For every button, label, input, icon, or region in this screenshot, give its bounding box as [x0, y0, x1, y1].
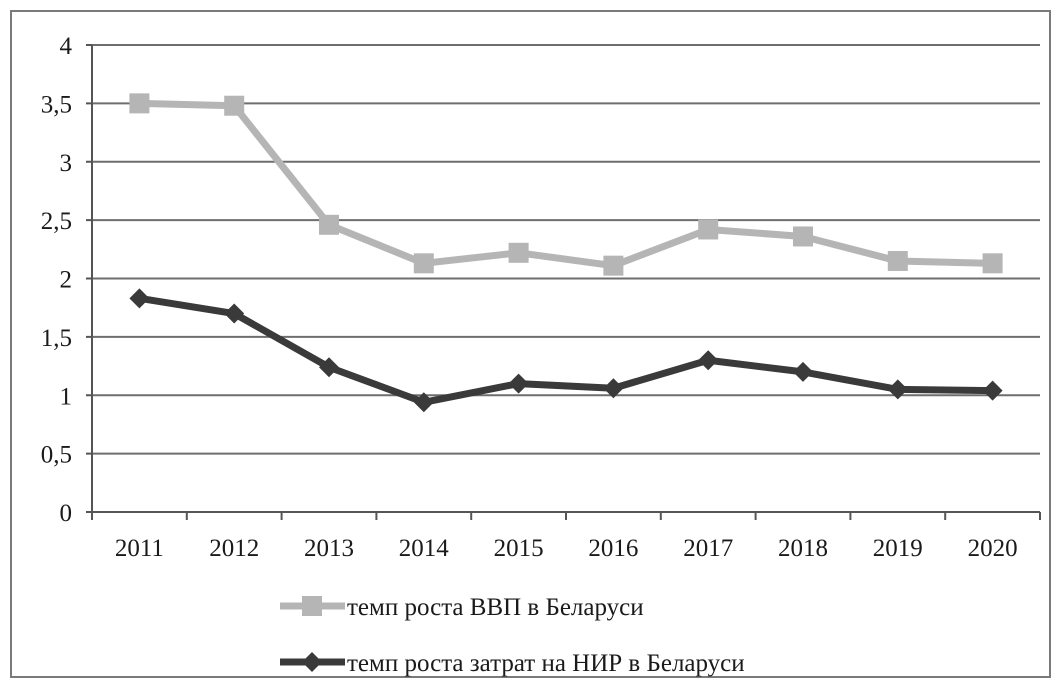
y-tick-label: 3: [60, 150, 73, 177]
chart-frame: [10, 10, 1051, 678]
x-tick-label: 2015: [494, 535, 544, 562]
series-1: [129, 93, 1003, 276]
square-marker: [224, 95, 245, 116]
y-tick-label: 0,5: [41, 442, 72, 469]
diamond-marker: [319, 357, 339, 378]
series-group: [129, 93, 1003, 413]
square-marker: [603, 255, 624, 276]
y-tick-label: 2,5: [41, 208, 72, 235]
square-marker: [698, 219, 719, 240]
diamond-marker: [603, 378, 624, 399]
legend-marker: [302, 652, 322, 672]
y-tick-labels: 0 0,5 1 1,5 2 2,5 3 3,5 4: [41, 33, 73, 527]
axes: [86, 44, 1041, 520]
square-marker: [413, 253, 434, 274]
legend-label: темп роста затрат на НИР в Беларуси: [347, 650, 745, 677]
square-marker: [319, 214, 339, 235]
diamond-marker: [698, 350, 719, 371]
square-marker: [887, 250, 908, 271]
x-tick-label: 2012: [209, 535, 259, 562]
legend-marker: [302, 596, 322, 616]
square-marker: [793, 226, 813, 247]
series-line: [138, 294, 993, 406]
diamond-marker: [887, 379, 908, 400]
legend-item-2: темп роста затрат на НИР в Беларуси: [280, 650, 745, 677]
x-tick-label: 2019: [873, 535, 923, 562]
square-marker: [982, 253, 1003, 274]
diamond-marker: [224, 303, 245, 324]
square-marker: [508, 242, 529, 263]
diamond-marker: [793, 361, 813, 382]
y-tick-label: 1,5: [41, 325, 72, 352]
x-tick-label: 2013: [304, 535, 354, 562]
y-tick-label: 0: [60, 500, 73, 527]
y-tick-label: 4: [60, 33, 73, 60]
y-tick-label: 1: [60, 383, 73, 410]
y-tick-label: 3,5: [41, 91, 72, 118]
diamond-marker: [982, 380, 1003, 401]
legend: темп роста ВВП в Беларуси темп роста затр…: [280, 594, 745, 677]
x-tick-labels: 2011 2012 2013 2014 2015 2016 2017 2018 2019 2020: [115, 535, 1018, 562]
y-tick-label: 2: [60, 267, 73, 294]
series-2: [129, 288, 1003, 413]
gridlines: [92, 44, 1040, 455]
diamond-marker: [413, 392, 434, 413]
x-tick-label: 2014: [399, 535, 450, 562]
square-marker: [129, 93, 150, 114]
x-tick-label: 2020: [968, 535, 1018, 562]
series-line: [139, 99, 993, 270]
diamond-marker: [129, 288, 150, 309]
legend-label: темп роста ВВП в Беларуси: [347, 594, 644, 621]
x-tick-label: 2016: [588, 535, 638, 562]
x-tick-label: 2018: [778, 535, 828, 562]
diamond-marker: [508, 373, 529, 394]
legend-item-1: темп роста ВВП в Беларуси: [280, 594, 644, 621]
x-tick-label: 2017: [683, 535, 733, 562]
x-tick-label: 2011: [115, 535, 164, 562]
